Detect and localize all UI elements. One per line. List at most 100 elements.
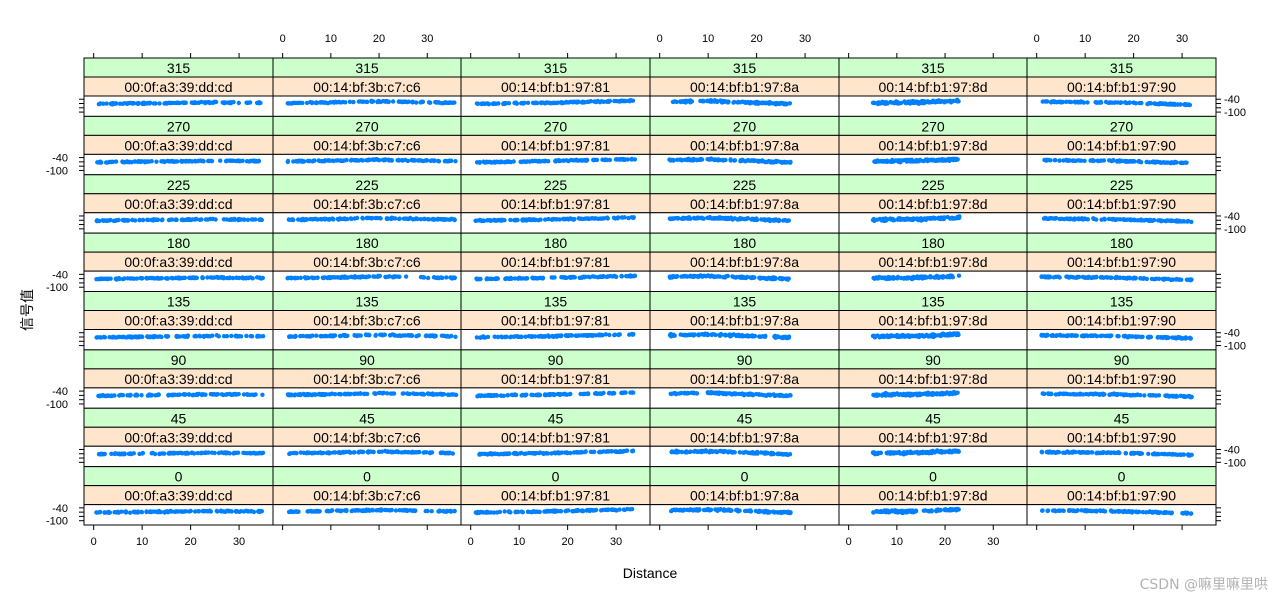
- data-point: [1043, 333, 1049, 339]
- data-point: [346, 449, 351, 454]
- data-points: [285, 98, 457, 106]
- data-point: [1089, 450, 1095, 455]
- data-point: [326, 450, 331, 455]
- data-point: [333, 450, 338, 455]
- data-point: [770, 277, 775, 282]
- data-point: [540, 275, 546, 281]
- data-point: [953, 98, 959, 104]
- data-point: [477, 451, 482, 457]
- strip-mac-label: 00:0f:a3:39:dd:cd: [124, 254, 232, 270]
- strip-angle-label: 90: [171, 352, 187, 368]
- data-point: [330, 216, 335, 221]
- data-points: [286, 215, 457, 223]
- data-point: [236, 100, 241, 106]
- data-point: [506, 159, 511, 164]
- data-point: [1078, 99, 1084, 104]
- data-point: [606, 274, 611, 279]
- data-point: [1111, 158, 1116, 163]
- data-point: [1167, 101, 1172, 107]
- data-point: [183, 100, 188, 106]
- data-point: [945, 214, 950, 220]
- data-point: [890, 450, 895, 455]
- data-point: [880, 216, 886, 222]
- data-point: [1136, 334, 1141, 339]
- data-point: [181, 392, 187, 397]
- data-point: [705, 390, 710, 395]
- data-point: [122, 509, 128, 514]
- data-point: [1113, 275, 1118, 281]
- data-point: [905, 449, 910, 455]
- data-point: [177, 450, 182, 455]
- data-point: [479, 393, 484, 398]
- data-point: [180, 217, 185, 222]
- data-point: [509, 334, 514, 339]
- data-point: [373, 332, 378, 338]
- data-point: [1174, 394, 1180, 399]
- data-point: [757, 392, 762, 397]
- data-point: [399, 450, 404, 455]
- data-point: [1130, 334, 1135, 339]
- data-point: [1108, 450, 1114, 455]
- data-point: [183, 158, 189, 164]
- data-point: [258, 100, 263, 106]
- data-point: [927, 100, 932, 105]
- strip-mac-label: 00:14:bf:b1:97:8d: [879, 429, 988, 445]
- data-point: [595, 275, 600, 280]
- data-point: [426, 217, 432, 222]
- data-point: [766, 217, 771, 222]
- data-point: [211, 100, 216, 105]
- strip-angle-label: 180: [921, 235, 945, 251]
- strip-mac-label: 00:14:bf:b1:97:90: [1067, 79, 1176, 95]
- data-point: [343, 333, 348, 339]
- strip-angle-label: 90: [548, 352, 564, 368]
- data-point: [1077, 158, 1083, 163]
- data-point: [1137, 100, 1142, 106]
- data-points: [871, 273, 962, 282]
- panel-plot-area: [83, 445, 274, 468]
- data-point: [473, 218, 478, 223]
- data-point: [313, 216, 318, 221]
- panel-plot-area: [649, 153, 840, 176]
- data-point: [383, 157, 388, 163]
- strip-mac-label: 00:14:bf:b1:97:81: [501, 254, 610, 270]
- data-point: [203, 217, 209, 222]
- data-point: [1076, 449, 1082, 455]
- data-point: [746, 392, 752, 397]
- data-point: [1068, 274, 1073, 280]
- data-points: [1039, 274, 1194, 283]
- strip-angle-label: 180: [355, 235, 379, 251]
- data-point: [622, 98, 628, 104]
- data-point: [579, 333, 584, 338]
- data-point: [525, 100, 531, 106]
- data-point: [227, 158, 233, 163]
- data-point: [153, 276, 158, 281]
- data-point: [396, 274, 401, 279]
- data-point: [118, 392, 124, 398]
- data-point: [249, 334, 255, 339]
- data-point: [1085, 217, 1091, 222]
- panel-plot-area: [272, 387, 462, 409]
- data-point: [364, 274, 369, 279]
- data-points: [872, 156, 960, 165]
- data-point: [1123, 392, 1128, 397]
- data-points: [94, 274, 265, 282]
- data-point: [500, 217, 505, 222]
- data-point: [98, 452, 103, 457]
- data-point: [245, 451, 250, 456]
- data-points: [285, 156, 458, 165]
- data-points: [285, 273, 457, 281]
- data-point: [577, 275, 582, 280]
- data-point: [738, 158, 743, 163]
- data-point: [501, 452, 506, 457]
- data-point: [360, 158, 366, 163]
- data-point: [1049, 333, 1054, 338]
- data-point: [1050, 99, 1055, 105]
- data-point: [527, 159, 532, 164]
